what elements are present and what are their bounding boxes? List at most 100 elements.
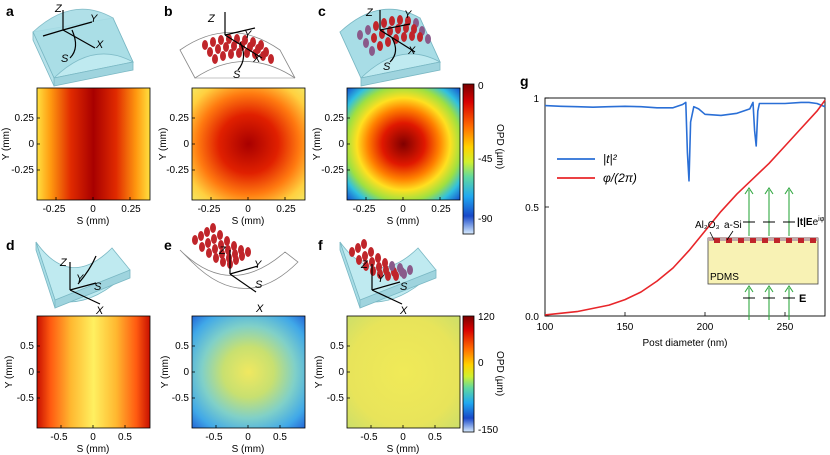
- colorbar-top-tick-1: -45: [478, 154, 493, 165]
- schematic-d: [35, 241, 131, 309]
- chart-g-ytick-label-2: 1: [533, 94, 539, 105]
- colorbar-bottom-tick-2: -150: [478, 425, 498, 436]
- inset-wave-arrows: [744, 187, 794, 320]
- chart-g-ytick-label-0: 0.0: [525, 312, 539, 323]
- colorbar-top-tick-2: -90: [478, 214, 493, 225]
- ytick-e-2: -0.5: [172, 393, 190, 404]
- ytick-d-0: 0.5: [20, 341, 34, 352]
- ytick-e-1: 0: [183, 367, 189, 378]
- axis-letter-y-e: Y: [254, 259, 262, 271]
- axis-letter-z-b: Z: [207, 13, 216, 25]
- axis-letter-z-a: Z: [54, 3, 63, 15]
- inset-pdms-substrate: [707, 237, 819, 285]
- xlabel-c: S (mm): [387, 216, 420, 227]
- ylabel-c: Y (mm): [312, 128, 323, 161]
- colorbar-bottom: [462, 315, 475, 433]
- heatmap-a: [36, 87, 151, 201]
- axis-letter-z-c: Z: [365, 7, 374, 19]
- ytick-f-0: 0.5: [330, 341, 344, 352]
- xlabel-d: S (mm): [77, 444, 110, 455]
- axis-letter-x-f: X: [399, 305, 408, 317]
- ytick-a-2: -0.25: [11, 165, 34, 176]
- inset-al2o3-label: Al₂O₃: [695, 220, 720, 231]
- schematic-f: [339, 239, 437, 309]
- inset-field-arrows: [743, 221, 795, 299]
- colorbar-bottom-tick-0: 120: [478, 312, 495, 323]
- ytick-b-2: -0.25: [166, 165, 189, 176]
- inset-output-field-main: |t|E: [797, 217, 813, 228]
- xlabel-e: S (mm): [232, 444, 265, 455]
- xtick-e-1: 0: [245, 432, 251, 443]
- axis-letter-z-d: Z: [59, 257, 68, 269]
- schematic-e: [179, 223, 299, 293]
- xlabel-f: S (mm): [387, 444, 420, 455]
- metasurface-posts-f: [349, 239, 413, 281]
- axis-letter-z-f: Z: [360, 259, 369, 271]
- ylabel-e: Y (mm): [160, 356, 171, 389]
- xtick-d-0: -0.5: [50, 432, 68, 443]
- axis-letter-s-e: S: [255, 279, 263, 291]
- ytick-f-1: 0: [338, 367, 344, 378]
- schematic-b: [179, 12, 296, 79]
- ytick-e-0: 0.5: [175, 341, 189, 352]
- xtick-b-1: 0: [245, 204, 251, 215]
- colorbar-top-tick-0: 0: [478, 81, 484, 92]
- ytick-f-2: -0.5: [327, 393, 345, 404]
- xtick-c-0: -0.25: [353, 204, 376, 215]
- heatmap-f: [346, 315, 461, 429]
- chart-g-xtick-label-1: 150: [617, 322, 634, 333]
- axis-letter-x-b: X: [252, 53, 261, 65]
- xtick-d-2: 0.5: [118, 432, 132, 443]
- series-line-phase: [544, 99, 826, 316]
- series-line-transmission: [544, 101, 826, 182]
- chart-g-ytick-label-1: 0.5: [525, 203, 539, 214]
- colorbar-bottom-tick-1: 0: [478, 358, 484, 369]
- xtick-f-2: 0.5: [428, 432, 442, 443]
- xtick-e-0: -0.5: [205, 432, 223, 443]
- legend-label-transmission: |t|²: [603, 152, 618, 166]
- inset-input-field: E: [799, 293, 806, 305]
- chart-g-inset: Al₂O₃ a-Si PDMS |t|Eeiφ E: [695, 187, 825, 320]
- ytick-d-1: 0: [28, 367, 34, 378]
- xtick-e-2: 0.5: [273, 432, 287, 443]
- xtick-a-1: 0: [90, 204, 96, 215]
- panel-label-g: g: [520, 73, 529, 89]
- ytick-b-1: 0: [183, 139, 189, 150]
- panel-label-e: e: [164, 237, 172, 253]
- ylabel-b: Y (mm): [158, 128, 169, 161]
- colorbar-top: [462, 83, 475, 235]
- axis-letter-y-c: Y: [404, 9, 412, 21]
- heatmap-b: [191, 87, 306, 201]
- schematic-c: [339, 8, 441, 87]
- axis-letter-s-c: S: [383, 61, 391, 73]
- ytick-c-0: 0.25: [325, 113, 345, 124]
- xlabel-a: S (mm): [77, 216, 110, 227]
- inset-posts: [714, 238, 816, 243]
- ytick-a-1: 0: [28, 139, 34, 150]
- axis-letter-y-a: Y: [90, 13, 98, 25]
- xtick-f-1: 0: [400, 432, 406, 443]
- xtick-b-2: 0.25: [276, 204, 296, 215]
- chart-g: 100 150 200 250 0.0 0.5 1 Post diameter (nm) |…: [525, 94, 826, 349]
- panel-label-f: f: [318, 237, 323, 253]
- chart-g-lines: [544, 99, 826, 316]
- ytick-d-2: -0.5: [17, 393, 35, 404]
- chart-g-xtick-label-2: 200: [697, 322, 714, 333]
- xtick-a-0: -0.25: [43, 204, 66, 215]
- axis-letter-s-d: S: [94, 281, 102, 293]
- heatmap-d: [36, 315, 151, 429]
- schematic-a: [32, 8, 134, 87]
- axis-letter-x-a: X: [95, 39, 104, 51]
- xtick-d-1: 0: [90, 432, 96, 443]
- ylabel-f: Y (mm): [314, 356, 325, 389]
- inset-output-field-e: e: [813, 217, 819, 228]
- axis-letter-s-f: S: [400, 281, 408, 293]
- ylabel-d: Y (mm): [4, 356, 15, 389]
- chart-g-ticks: 100 150 200 250 0.0 0.5 1: [525, 94, 794, 333]
- chart-g-xlabel: Post diameter (nm): [642, 338, 727, 349]
- xtick-c-2: 0.25: [431, 204, 451, 215]
- inset-pdms-label: PDMS: [710, 272, 739, 283]
- axis-letter-x-c: X: [407, 45, 416, 57]
- xtick-c-1: 0: [400, 204, 406, 215]
